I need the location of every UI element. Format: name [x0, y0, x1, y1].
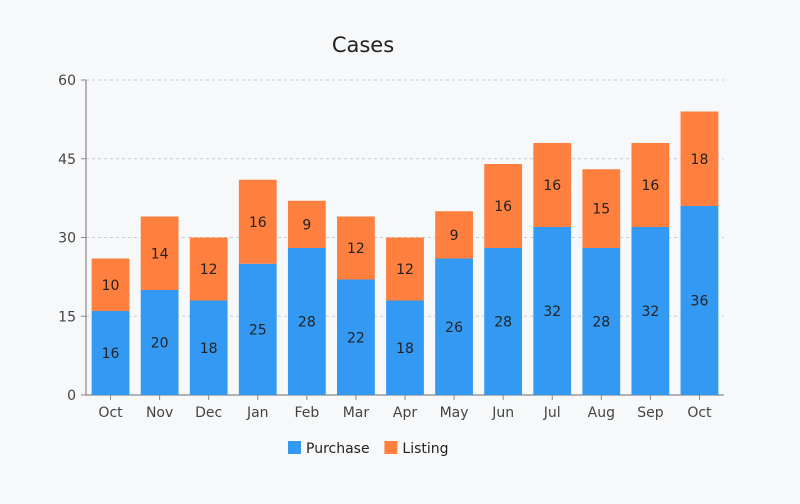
- data-label-listing: 15: [592, 202, 610, 218]
- legend[interactable]: Purchase Listing: [288, 441, 449, 457]
- data-label-listing: 16: [249, 215, 267, 231]
- data-label-listing: 16: [641, 178, 659, 194]
- bar-listing-sep[interactable]: [631, 143, 670, 227]
- bar-listing-nov[interactable]: [140, 216, 179, 291]
- bar-listing-may[interactable]: [435, 211, 473, 259]
- bar-purchase-oct[interactable]: [680, 206, 719, 395]
- data-label-listing: 10: [102, 278, 120, 294]
- bar-purchase-nov[interactable]: [140, 290, 179, 395]
- x-tick-label: May: [440, 405, 469, 421]
- y-tick-label: 60: [58, 73, 76, 89]
- legend-swatch-purchase: [288, 441, 301, 454]
- x-tick-label: Jul: [543, 405, 561, 421]
- data-label-purchase: 36: [691, 294, 709, 310]
- data-label-purchase: 22: [347, 330, 365, 346]
- data-label-purchase: 32: [641, 304, 659, 320]
- bar-purchase-apr[interactable]: [386, 300, 424, 396]
- y-tick-label: 0: [67, 388, 76, 404]
- bar-purchase-jul[interactable]: [533, 227, 572, 395]
- legend-label: Purchase: [306, 441, 370, 457]
- data-label-listing: 9: [302, 217, 311, 233]
- bar-purchase-feb[interactable]: [287, 248, 326, 395]
- x-tick-label: Dec: [195, 405, 222, 421]
- data-label-purchase: 28: [494, 315, 512, 331]
- data-label-purchase: 18: [200, 341, 218, 357]
- x-tick-label: Oct: [687, 405, 712, 421]
- y-tick-label: 45: [58, 152, 76, 168]
- bar-purchase-aug[interactable]: [582, 248, 621, 395]
- bar-listing-oct[interactable]: [680, 111, 719, 207]
- data-label-purchase: 20: [151, 336, 169, 352]
- data-label-listing: 9: [450, 228, 459, 244]
- bar-listing-oct[interactable]: [91, 258, 130, 312]
- bar-purchase-sep[interactable]: [631, 227, 670, 395]
- data-label-listing: 18: [691, 152, 709, 168]
- bar-listing-jun[interactable]: [484, 164, 523, 248]
- x-tick-label: Apr: [393, 405, 417, 421]
- data-label-purchase: 26: [445, 320, 463, 336]
- axes: 0 15 30 45 60 Oct Nov Dec Jan Feb Mar Apr May Jun Jul A…: [58, 73, 724, 421]
- legend-item-listing[interactable]: Listing: [384, 441, 449, 457]
- y-tick-label: 15: [58, 309, 76, 325]
- x-tick-label: Sep: [637, 405, 664, 421]
- data-label-listing: 16: [494, 199, 512, 215]
- y-tick-label: 30: [58, 231, 76, 247]
- x-tick-label: Nov: [146, 405, 173, 421]
- bars: [91, 111, 719, 396]
- bar-listing-apr[interactable]: [386, 237, 424, 301]
- bar-listing-dec[interactable]: [189, 237, 228, 301]
- x-tick-label: Mar: [343, 405, 370, 421]
- data-label-listing: 14: [151, 246, 169, 262]
- bar-purchase-mar[interactable]: [337, 279, 375, 396]
- x-tick-label: Aug: [588, 405, 615, 421]
- x-tick-label: Jun: [491, 405, 514, 421]
- x-tick-label: Jan: [246, 405, 269, 421]
- data-label-purchase: 32: [543, 304, 561, 320]
- bar-listing-aug[interactable]: [582, 169, 621, 248]
- bar-purchase-dec[interactable]: [189, 300, 228, 396]
- bar-purchase-oct[interactable]: [91, 311, 130, 395]
- bar-listing-jul[interactable]: [533, 143, 572, 227]
- chart-title: Cases: [332, 33, 394, 57]
- data-label-listing: 12: [396, 262, 414, 278]
- data-label-purchase: 28: [298, 315, 316, 331]
- x-tick-label: Oct: [98, 405, 123, 421]
- legend-label: Listing: [402, 441, 448, 457]
- legend-item-purchase[interactable]: Purchase: [288, 441, 370, 457]
- bar-purchase-jun[interactable]: [484, 248, 523, 395]
- bar-purchase-may[interactable]: [435, 258, 473, 396]
- data-label-purchase: 28: [592, 315, 610, 331]
- bar-purchase-jan[interactable]: [238, 263, 277, 395]
- data-label-purchase: 18: [396, 341, 414, 357]
- data-label-listing: 16: [543, 178, 561, 194]
- bar-listing-mar[interactable]: [337, 216, 375, 280]
- data-label-purchase: 16: [102, 346, 120, 362]
- data-label-listing: 12: [200, 262, 218, 278]
- bar-listing-jan[interactable]: [238, 179, 277, 264]
- data-label-listing: 12: [347, 241, 365, 257]
- data-label-purchase: 25: [249, 322, 267, 338]
- legend-swatch-listing: [384, 441, 398, 454]
- data-labels: 16 10 20 14 18 12 25 16 28 9 22 12 18 12 26 9 28 16 32 16 28…: [102, 152, 709, 362]
- x-tick-label: Feb: [294, 405, 319, 421]
- bar-listing-feb[interactable]: [287, 200, 326, 248]
